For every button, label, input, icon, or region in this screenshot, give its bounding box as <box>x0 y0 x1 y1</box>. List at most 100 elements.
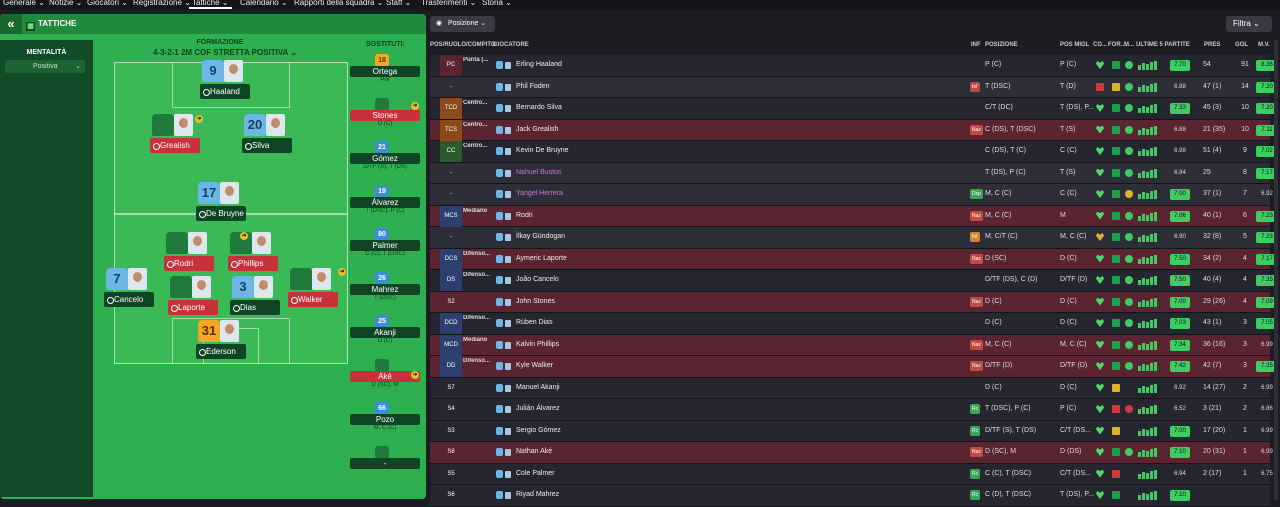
nav-tab-0[interactable]: Generale ⌄ <box>3 0 45 7</box>
pitch-player[interactable]: 17 De Bruyne <box>196 182 246 221</box>
sub-player[interactable]: 25 Akanji D (C) <box>350 315 420 345</box>
table-row[interactable]: TCD Centro... Bernardo Silva C/T (DC) T (DS)… <box>430 98 1278 120</box>
player-name[interactable]: John Stones <box>516 297 555 305</box>
table-row[interactable]: - Phil Foden Inf T (DSC) T (D) 6.88 47 (1) 14 7.… <box>430 76 1278 98</box>
sub-player[interactable]: 26 Mahrez T (DSC) <box>350 271 420 302</box>
player-name[interactable]: Bernardo Silva <box>516 104 562 111</box>
player-name[interactable]: Riyad Mahrez <box>516 491 560 498</box>
nav-tab-4[interactable]: Tattiche ⌄ <box>189 0 232 9</box>
table-row[interactable]: S3 Sergio Gómez Rc D/TF (S), T (DS) C/T (DS.… <box>430 420 1273 442</box>
player-name[interactable]: Manuel Akanji <box>516 383 560 391</box>
column-header[interactable]: M... <box>1124 42 1134 48</box>
column-header[interactable]: POS MIGL <box>1060 42 1090 48</box>
table-row[interactable]: DCD Difenso... Rúben Dias D (C) D (C) 7.03 43 … <box>430 313 1278 335</box>
nav-tab-9[interactable]: Storia ⌄ <box>482 0 512 7</box>
table-row[interactable]: S4 Julián Álvarez Rc T (DSC), P (C) P (C) 6.5… <box>430 399 1273 421</box>
player-name[interactable]: Kevin De Bruyne <box>516 147 569 154</box>
nav-tab-3[interactable]: Registrazione ⌄ <box>133 0 191 7</box>
table-row[interactable]: CC Centro... Kevin De Bruyne C (DS), T (C) C… <box>430 141 1278 163</box>
pitch-player[interactable]: 31 Ederson <box>196 320 246 359</box>
column-header[interactable]: GIOCATORE <box>493 42 529 48</box>
column-header[interactable]: FOR... <box>1108 42 1126 48</box>
sub-player[interactable]: Stones D (C) <box>350 97 420 128</box>
player-name[interactable]: Aymeric Laporte <box>516 254 567 262</box>
nav-tab-2[interactable]: Giocatori ⌄ <box>87 0 128 7</box>
sub-player[interactable]: 21 Gómez D/TF (S), T (DS) <box>350 141 420 171</box>
view-position-button[interactable]: ◉ Posizione ⌄ <box>430 16 495 32</box>
table-row[interactable]: S8 Nathan Aké Naz D (SC), M D (DS) 7.10 20 (31… <box>430 442 1273 464</box>
collapse-button[interactable]: « <box>0 14 22 34</box>
column-header[interactable]: POSIZIONE <box>985 42 1018 48</box>
column-header[interactable]: PRES <box>1204 42 1221 48</box>
player-name[interactable]: Julián Álvarez <box>516 405 560 412</box>
pitch-player[interactable]: Rodri <box>164 232 214 271</box>
sub-player[interactable]: 66 Pozo M, C (C) <box>350 402 420 432</box>
player-name[interactable]: Cole Palmer <box>516 469 555 477</box>
info-badge: Inf <box>970 81 980 92</box>
table-row[interactable]: S6 Riyad Mahrez Rc C (D), T (DSC) T (DS), P.… <box>430 485 1270 507</box>
player-name[interactable]: Sergio Gómez <box>516 426 561 434</box>
pitch-player[interactable]: Grealish <box>150 114 200 153</box>
nav-tab-1[interactable]: Notizie ⌄ <box>49 0 83 7</box>
player-name[interactable]: Kalvin Phillips <box>516 340 560 348</box>
tactics-panel: « ▦ TATTICHE MENTALITÀ Positiva ⌄ FORMAZIO… <box>0 14 426 499</box>
player-name[interactable]: Jack Grealish <box>516 125 559 133</box>
pitch-player[interactable]: 20 Silva <box>242 114 292 153</box>
player-name: Laporte <box>168 300 218 315</box>
chevron-down-icon: ⌄ <box>35 0 45 7</box>
player-name[interactable]: Rúben Dias <box>516 319 553 326</box>
sub-player[interactable]: Aké D (SC), M <box>350 358 420 389</box>
table-row[interactable]: MCS Mediano Rodri Naz M, C (C) M 7.06 40 (1) 6 7.… <box>430 205 1278 227</box>
pitch-player[interactable]: Walker <box>288 268 338 307</box>
table-row[interactable]: - Nahuel Bustos T (DS), P (C) T (S) 6.84 25 8 7… <box>430 162 1278 184</box>
pitch-player[interactable]: Laporte <box>168 276 218 315</box>
position: D/TF (D) <box>985 362 1013 369</box>
form-bar <box>1142 63 1145 70</box>
pitch-player[interactable]: 9 Haaland <box>200 60 250 99</box>
filter-button[interactable]: Filtra ⌄ <box>1226 16 1272 32</box>
table-row[interactable]: TCS Centro... Jack Grealish Naz C (DS), T (D… <box>430 119 1278 141</box>
table-row[interactable]: S7 Manuel Akanji D (C) D (C) 6.92 14 (27) 2 6.9… <box>430 377 1273 399</box>
column-header[interactable]: GOL <box>1235 42 1248 48</box>
table-row[interactable]: PC Punta (... Erling Haaland P (C) P (C) 7.70… <box>430 55 1278 77</box>
table-row[interactable]: - Yangel Herrera Dsp M, C (C) C (C) 7.00 37 (1… <box>430 184 1273 206</box>
pitch-player[interactable]: 3 Dias <box>230 276 280 315</box>
player-name[interactable]: Kyle Walker <box>516 362 554 369</box>
table-row[interactable]: DD Difenso... Kyle Walker Naz D/TF (D) D/TF (… <box>430 356 1278 378</box>
sub-player[interactable]: 19 Álvarez T (DSC), P (C) <box>350 184 420 215</box>
column-header[interactable]: CO... <box>1093 42 1108 48</box>
table-row[interactable]: MCD Mediano Kalvin Phillips Naz M, C (C) M, C… <box>430 334 1273 356</box>
player-name[interactable]: İlkay Gündogan <box>516 233 566 240</box>
formation-select[interactable]: 4-3-2-1 2M COF STRETTA POSITIVA ⌄ <box>152 48 298 57</box>
sub-player[interactable]: 80 Palmer C (C), T (DSC) <box>350 228 420 258</box>
player-name[interactable]: João Cancelo <box>516 276 559 283</box>
nav-tab-5[interactable]: Calendario ⌄ <box>240 0 288 7</box>
form-bar <box>1142 149 1145 156</box>
player-name[interactable]: Nathan Aké <box>516 448 553 455</box>
column-header[interactable]: INF <box>971 42 981 48</box>
pitch-player[interactable]: 7 Cancelo <box>104 268 154 307</box>
pitch-player[interactable]: Phillips <box>228 232 278 271</box>
column-header[interactable]: ULTIME 5 PARTITE <box>1136 42 1190 48</box>
table-row[interactable]: S2 John Stones Naz D (C) D (C) 7.00 29 (26) 4 7.… <box>430 291 1278 313</box>
mentality-select[interactable]: Positiva ⌄ <box>5 60 85 73</box>
column-header[interactable]: POS/RUOLO/COMPITO <box>430 42 496 48</box>
nav-tab-8[interactable]: Trasferimenti ⌄ <box>421 0 477 7</box>
table-row[interactable]: DS Difenso... João Cancelo D/TF (DS), C (D)… <box>430 270 1278 292</box>
table-row[interactable]: - İlkay Gündogan Inf M, C/T (C) M, C (C) 6.90… <box>430 227 1278 249</box>
player-name[interactable]: Phil Foden <box>516 82 550 90</box>
appearances: 51 (4) <box>1203 147 1222 154</box>
player-name[interactable]: Rodri <box>516 211 533 219</box>
table-row[interactable]: DCS Difenso... Aymeric Laporte Naz D (SC) D (… <box>430 248 1278 270</box>
nav-tab-7[interactable]: Staff ⌄ <box>386 0 412 7</box>
player-name[interactable]: Nahuel Bustos <box>516 168 562 176</box>
player-name: Haaland <box>200 84 250 99</box>
column-header[interactable]: M.V. <box>1258 42 1270 48</box>
scrollbar[interactable] <box>1274 40 1278 500</box>
sub-player[interactable]: - <box>350 445 420 476</box>
table-row[interactable]: S5 Cole Palmer Rc C (C), T (DSC) C/T (DS... 6… <box>430 463 1273 485</box>
sub-player[interactable]: 18 Ortega Por <box>350 54 420 84</box>
player-name[interactable]: Yangel Herrera <box>516 190 563 197</box>
nav-tab-6[interactable]: Rapporti della squadra ⌄ <box>294 0 384 7</box>
player-name[interactable]: Erling Haaland <box>516 61 562 68</box>
